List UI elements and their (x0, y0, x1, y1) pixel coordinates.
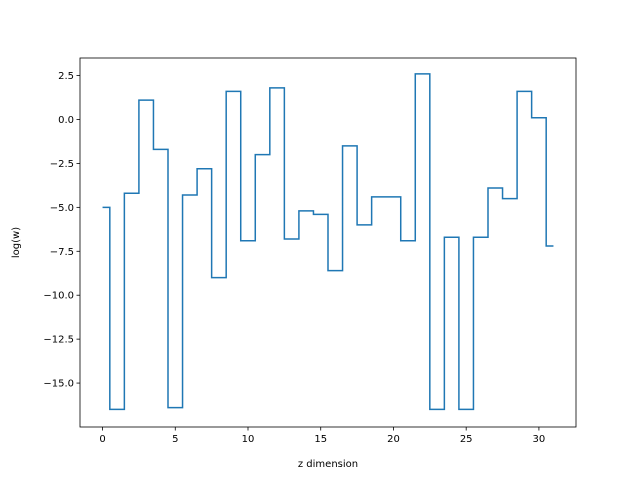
x-tick-label: 0 (99, 434, 105, 445)
y-tick-label: 2.5 (58, 71, 74, 82)
x-tick-label: 30 (533, 434, 546, 445)
x-tick-label: 20 (387, 434, 400, 445)
x-axis-label: z dimension (298, 459, 358, 470)
y-tick-label: −7.5 (50, 247, 74, 258)
plot-frame (79, 57, 577, 428)
x-tick-label: 25 (460, 434, 473, 445)
series-layer (102, 73, 554, 411)
y-tick-label: 0.0 (58, 115, 74, 126)
y-axis-label: log(w) (11, 227, 22, 258)
x-tick-label: 5 (172, 434, 178, 445)
x-axis: 0 5 10 15 20 25 30 (99, 427, 545, 445)
x-tick-label: 15 (314, 434, 327, 445)
y-tick-label: −10.0 (43, 291, 74, 302)
y-tick-label: −5.0 (50, 203, 74, 214)
y-tick-label: −2.5 (50, 159, 74, 170)
y-axis: 2.5 0.0 −2.5 −5.0 −7.5 −10.0 −12.5 −15.0 (43, 71, 80, 390)
x-tick-label: 10 (242, 434, 255, 445)
y-tick-label: −15.0 (43, 379, 74, 390)
y-tick-label: −12.5 (43, 335, 74, 346)
series-line-0 (102, 73, 554, 411)
